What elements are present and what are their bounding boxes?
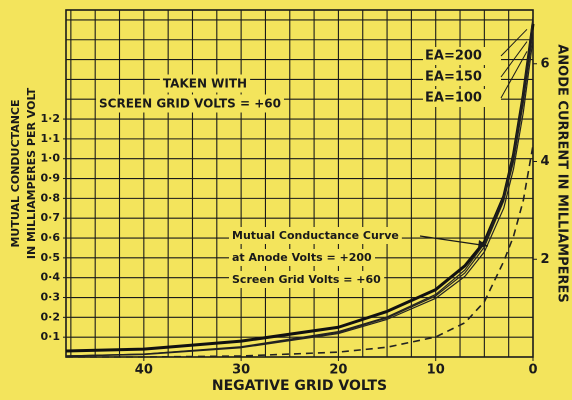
- y-tick-label: 0·6: [41, 231, 61, 244]
- annotation: TAKEN WITH: [163, 77, 247, 91]
- annotation: Mutual Conductance Curve: [232, 229, 399, 242]
- label-bg: [423, 68, 501, 86]
- y-tick-label: 1·0: [41, 152, 61, 165]
- annotation-bg: [229, 227, 402, 244]
- leader: [500, 51, 528, 99]
- dashed-curve: [66, 145, 534, 358]
- plot-frame: [65, 9, 534, 358]
- leader: [500, 28, 528, 57]
- y-tick-label: 0·4: [41, 271, 61, 284]
- y-tick-label: 0·2: [41, 310, 61, 323]
- y-tick-label: 0·8: [41, 191, 61, 204]
- x-tick-label: 0: [528, 363, 537, 378]
- annotation-bg: [96, 94, 284, 113]
- y-tick-label: 0·5: [41, 251, 61, 264]
- annotation: SCREEN GRID VOLTS = +60: [99, 97, 281, 111]
- annotation-bg: [229, 249, 376, 266]
- y2-axis-label: ANODE CURRENT IN MILLIAMPERES: [555, 44, 570, 303]
- curve: [65, 39, 534, 357]
- y-tick-label: 0·3: [41, 291, 61, 304]
- x-tick-label: 30: [232, 363, 250, 378]
- arrow: [419, 235, 489, 247]
- y-tick-label: 0·9: [41, 172, 61, 185]
- y-tick-label: 0·1: [41, 330, 61, 343]
- y-axis-label: MUTUAL CONDUCTANCE: [9, 99, 22, 247]
- series-label: EA=150: [425, 70, 482, 85]
- y-axis-label: IN MILLIAMPERES PER VOLT: [25, 87, 38, 259]
- annotation-bg: [229, 271, 385, 288]
- y-tick-label: 0·7: [41, 211, 61, 224]
- arrow-head: [478, 240, 488, 248]
- x-tick-label: 40: [135, 363, 153, 378]
- series-label: EA=100: [425, 91, 482, 106]
- label-bg: [423, 47, 501, 65]
- label-bg: [423, 89, 501, 107]
- x-tick-label: 10: [427, 363, 445, 378]
- y-tick-label: 1·1: [41, 132, 61, 145]
- x-axis-label: NEGATIVE GRID VOLTS: [212, 378, 387, 394]
- annotation: at Anode Volts = +200: [232, 251, 372, 264]
- x-tick-label: 20: [329, 363, 347, 378]
- leader: [500, 41, 528, 78]
- annotation-bg: [159, 74, 251, 93]
- series-label: EA=200: [425, 49, 482, 64]
- annotation: Screen Grid Volts = +60: [232, 273, 381, 286]
- y-tick-label: 1·2: [41, 112, 61, 125]
- y2-tick-label: 6: [540, 56, 549, 71]
- y2-tick-label: 2: [540, 252, 549, 267]
- y2-tick-label: 4: [540, 154, 549, 169]
